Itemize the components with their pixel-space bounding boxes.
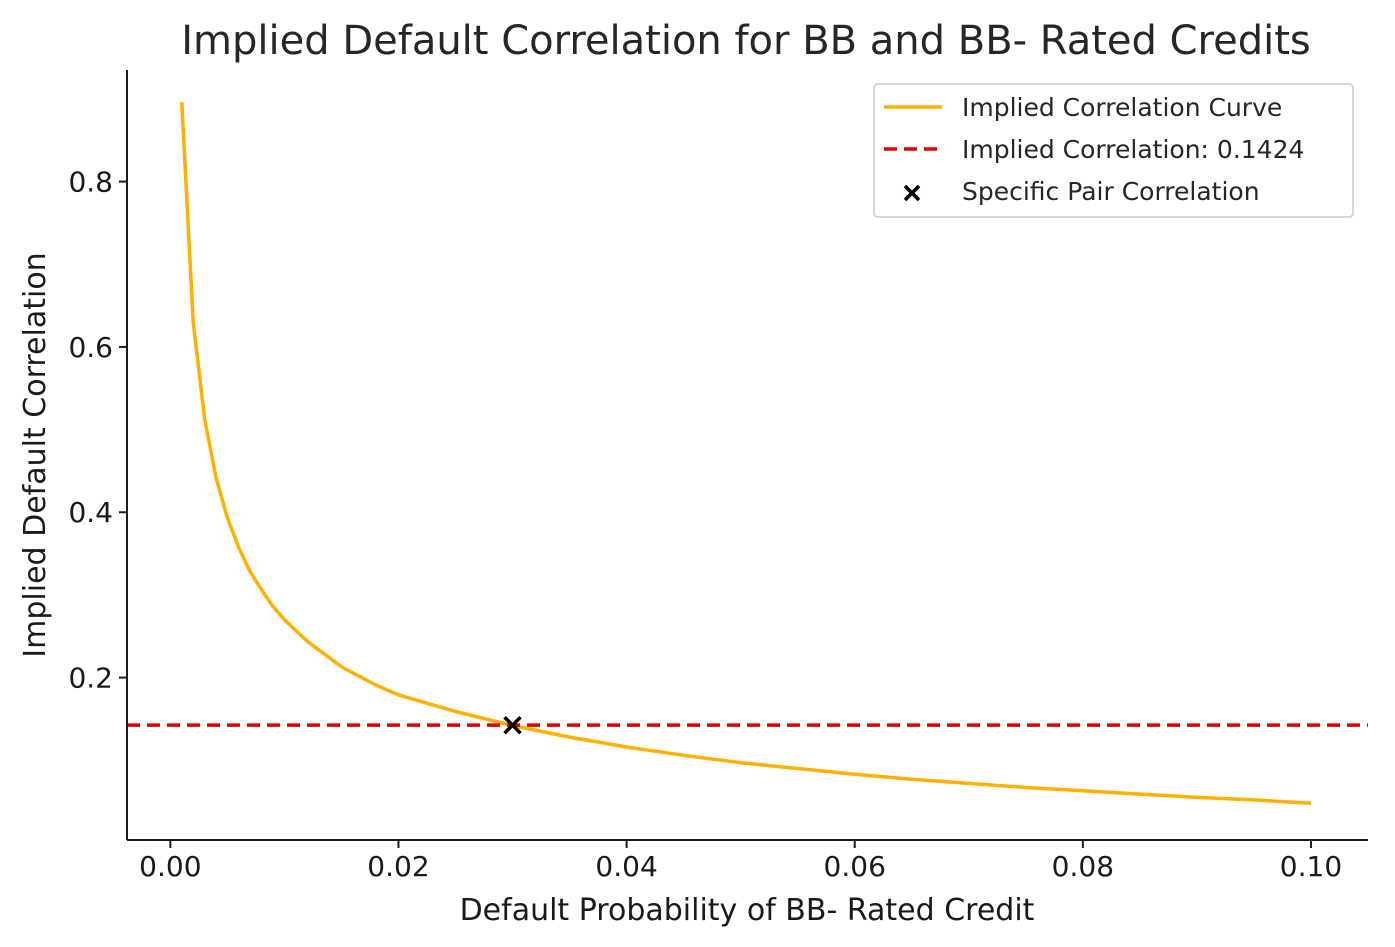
legend-marker-swatch [903,184,921,202]
y-tick-label: 0.8 [68,166,113,199]
series-layer [127,102,1368,805]
y-tick-label: 0.2 [68,662,113,695]
legend: Implied Correlation Curve Implied Correl… [873,83,1354,218]
legend-label-hline: Implied Correlation: 0.1424 [962,135,1304,164]
legend-label-curve: Implied Correlation Curve [962,93,1282,122]
y-tick-label: 0.4 [68,496,113,529]
x-tick-label: 0.04 [595,850,657,883]
legend-label-marker: Specific Pair Correlation [962,177,1260,206]
y-ticks: 0.2 0.4 0.6 0.8 [68,166,127,695]
series-implied-correlation-curve [180,102,1312,805]
x-ticks: 0.00 0.02 0.04 0.06 0.08 0.10 [139,840,1342,883]
x-tick-label: 0.08 [1052,850,1114,883]
x-tick-label: 0.00 [139,850,201,883]
legend-box [873,83,1354,218]
x-axis-label: Default Probability of BB- Rated Credit [460,893,1035,928]
x-tick-label: 0.10 [1280,850,1342,883]
chart-title: Implied Default Correlation for BB and B… [181,18,1311,64]
plot-area: 0.00 0.02 0.04 0.06 0.08 0.10 0.2 0.4 0.6 0.8 [68,70,1368,883]
specific-pair-marker [503,715,522,735]
y-tick-label: 0.6 [68,331,113,364]
x-tick-label: 0.06 [824,850,886,883]
y-axis-label: Implied Default Correlation [18,252,53,657]
x-tick-label: 0.02 [367,850,429,883]
